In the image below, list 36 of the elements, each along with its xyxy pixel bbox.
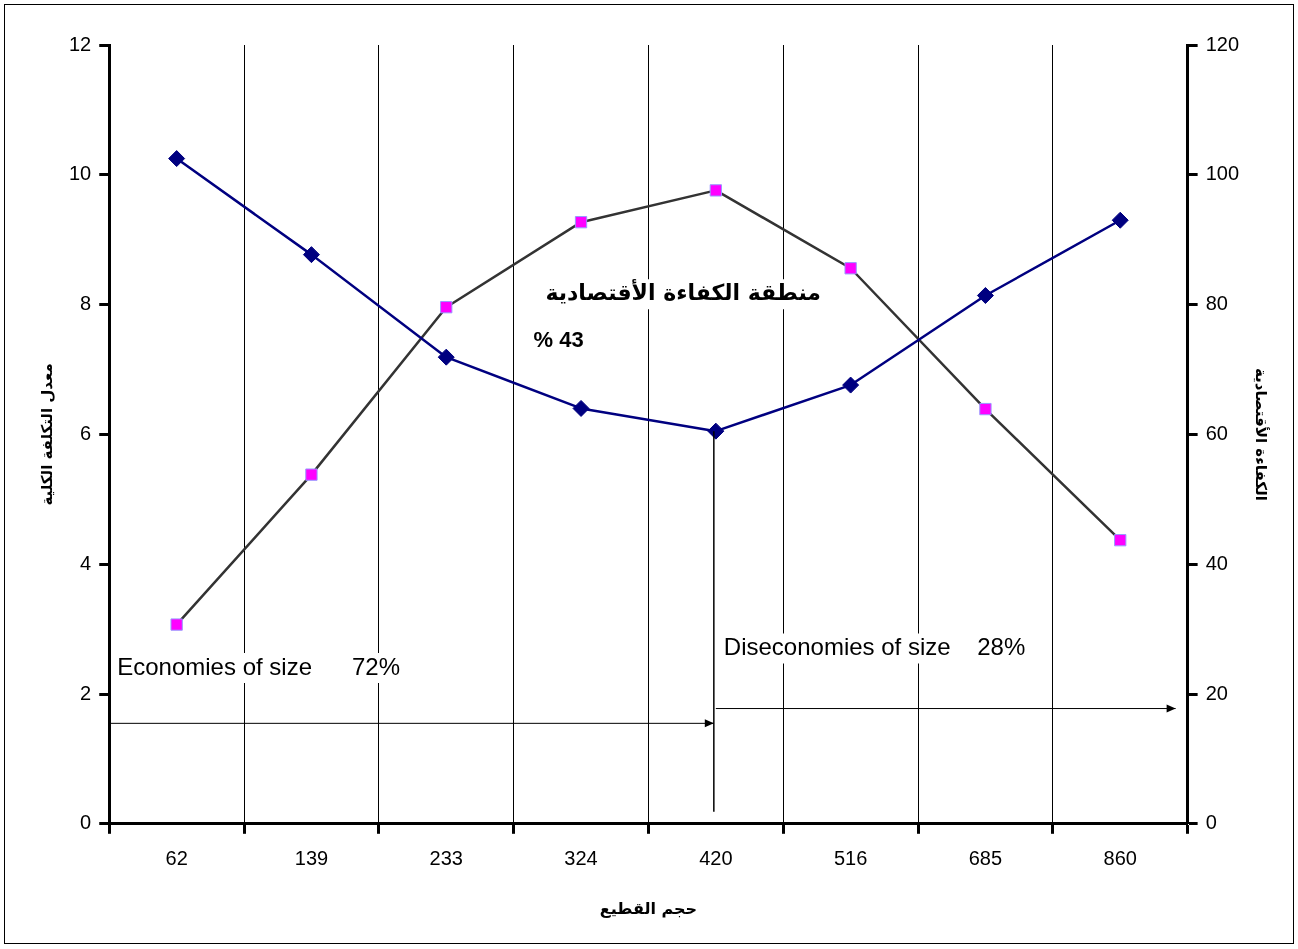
y2-tick-label: 80 <box>1205 292 1228 315</box>
point <box>842 376 860 394</box>
y-tick-label: 2 <box>80 681 92 704</box>
y2-tick-label: 40 <box>1205 551 1228 574</box>
y-tick-label: 10 <box>69 162 92 185</box>
annotation: منطقة الكفاءة الأقتصادية <box>545 277 821 305</box>
x-tick-label: 139 <box>294 847 329 870</box>
y-axis-title: معدل التكلفة الكلية <box>37 363 56 506</box>
x-tick-label: 860 <box>1103 847 1137 870</box>
annotation: Economies of size 72% <box>117 652 401 680</box>
y2-axis-title: الكفاءة الأقتصادية <box>1252 368 1271 501</box>
point <box>1111 211 1129 229</box>
y2-tick-label: 120 <box>1205 32 1240 55</box>
x-tick-label: 516 <box>833 847 868 870</box>
y2-tick-label: 20 <box>1205 681 1228 704</box>
point <box>572 399 590 417</box>
y-tick-label: 12 <box>69 32 92 55</box>
annotation: Diseconomies of size 28% <box>723 633 1026 661</box>
y2-tick-label: 0 <box>1205 811 1217 834</box>
point <box>302 246 320 264</box>
y-tick-label: 8 <box>80 292 92 315</box>
y-tick-label: 0 <box>80 811 92 834</box>
x-axis-title: حجم القطيع <box>599 898 698 918</box>
y2-tick-label: 100 <box>1205 162 1240 185</box>
x-tick-label: 685 <box>968 847 1003 870</box>
annotation: % 43 <box>533 327 584 353</box>
point <box>437 348 455 366</box>
y2-tick-label: 60 <box>1205 421 1228 444</box>
point <box>976 287 994 305</box>
x-tick-label: 420 <box>699 847 733 870</box>
x-tick-label: 324 <box>564 847 598 870</box>
y-tick-label: 6 <box>80 421 92 444</box>
point <box>168 150 186 168</box>
x-tick-label: 62 <box>165 847 188 870</box>
x-tick-label: 233 <box>429 847 463 870</box>
y-tick-label: 4 <box>80 551 92 574</box>
